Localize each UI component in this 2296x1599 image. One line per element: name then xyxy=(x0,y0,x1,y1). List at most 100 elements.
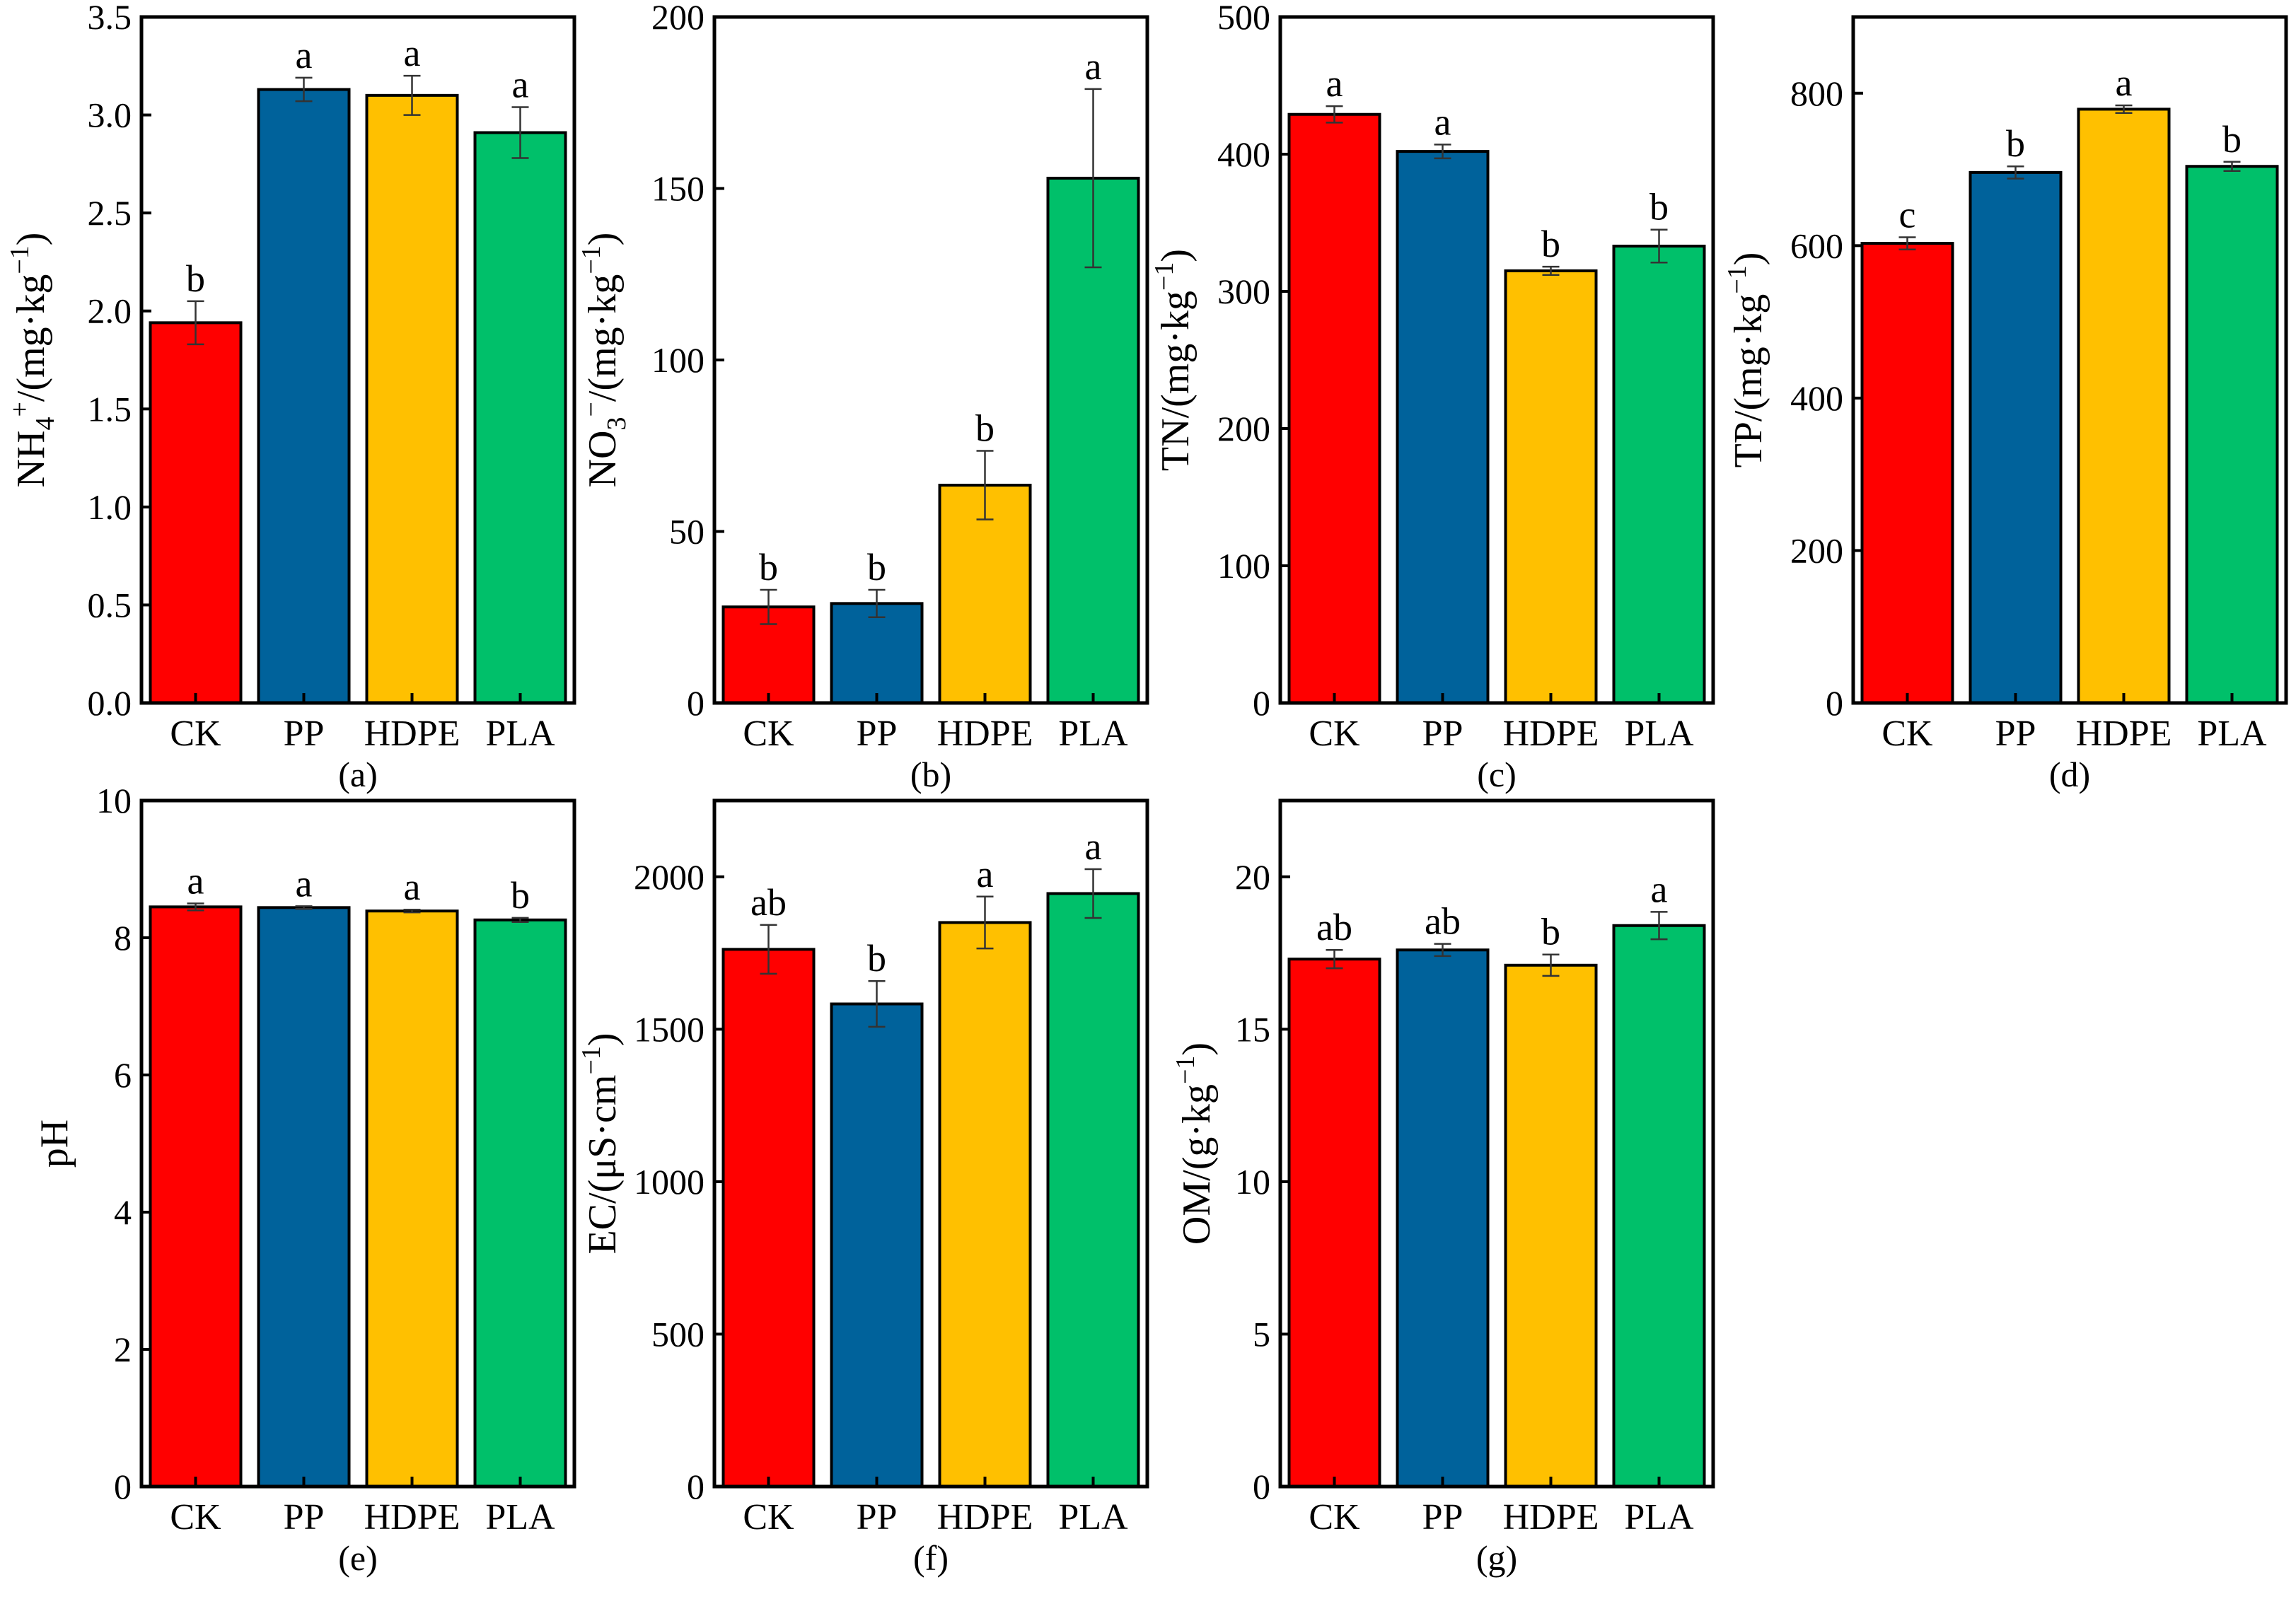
bar-pp xyxy=(830,1002,924,1489)
panel-label: (a) xyxy=(338,755,378,794)
x-tick-label: PP xyxy=(1995,714,2036,754)
significance-letter: b xyxy=(1541,911,1560,953)
bar-pp xyxy=(1969,170,2063,705)
significance-letter: a xyxy=(977,853,994,895)
y-tick-label: 15 xyxy=(1235,1009,1270,1049)
error-bar-pp xyxy=(295,76,313,103)
significance-letter: a xyxy=(1085,825,1102,868)
significance-letter: c xyxy=(1899,193,1916,236)
panel-label: (f) xyxy=(913,1538,949,1578)
significance-letter: b xyxy=(2006,122,2025,165)
panel-label: (c) xyxy=(1477,755,1517,794)
bar-hdpe xyxy=(938,921,1032,1488)
y-axis-label: OM/(g·kg−1) xyxy=(1171,1042,1219,1245)
error-bar-ck xyxy=(187,300,204,346)
y-tick-label: 800 xyxy=(1790,74,1843,113)
x-tick-label: PP xyxy=(1422,714,1463,754)
error-bar-pla xyxy=(1650,911,1668,941)
y-axis-label: TP/(mg·kg−1) xyxy=(1722,252,1770,468)
bar-hdpe xyxy=(365,909,459,1489)
y-tick-label: 3.5 xyxy=(88,0,132,37)
error-bar-hdpe xyxy=(2115,104,2133,115)
bar-hdpe xyxy=(1504,269,1598,704)
significance-letter: b xyxy=(759,546,778,588)
y-tick-label: 100 xyxy=(1217,546,1270,586)
significance-letter: a xyxy=(404,866,421,908)
significance-letter: b xyxy=(511,874,530,917)
error-bar-pla xyxy=(511,917,529,923)
bar-pla xyxy=(473,918,567,1488)
y-axis-label: EC/(μS·cm−1) xyxy=(576,1033,625,1254)
plot-frame xyxy=(139,15,576,705)
bar-pla xyxy=(2185,165,2279,704)
panel-label: (g) xyxy=(1476,1538,1517,1578)
error-bar-pla xyxy=(1084,868,1102,919)
bar-pla xyxy=(1046,892,1140,1488)
x-tick-label: PLA xyxy=(1624,714,1694,754)
significance-letter: b xyxy=(867,546,886,588)
error-bar-ck xyxy=(187,902,204,912)
bar-hdpe xyxy=(365,93,459,705)
x-tick-label: PLA xyxy=(1058,1497,1128,1537)
bar-ck xyxy=(149,905,243,1488)
y-axis-label: TN/(mg·kg−1) xyxy=(1149,249,1198,471)
significance-letter: a xyxy=(1434,100,1451,143)
bar-pp xyxy=(257,906,351,1488)
y-tick-label: 4 xyxy=(114,1192,132,1232)
x-tick-label: HDPE xyxy=(937,1497,1033,1537)
bar-ck xyxy=(149,321,243,705)
error-bar-ck xyxy=(1326,105,1343,124)
y-tick-label: 1000 xyxy=(634,1162,705,1202)
y-tick-label: 0 xyxy=(1253,1467,1270,1506)
x-tick-label: CK xyxy=(743,714,794,754)
x-tick-label: CK xyxy=(1309,714,1360,754)
y-tick-label: 300 xyxy=(1217,272,1270,311)
significance-letter: a xyxy=(187,860,204,902)
x-tick-label: CK xyxy=(743,1497,794,1537)
error-bar-ck xyxy=(1898,236,1916,250)
panel-g: ab CK ab PP b HDPE a PLA 0 5 10 15 20 (g) OM/(g·kg−1) xyxy=(1171,798,1715,1578)
error-bar-hdpe xyxy=(403,74,421,116)
y-tick-label: 1.5 xyxy=(88,389,132,429)
panel-e: a CK a PP a HDPE b PLA 0 2 4 6 8 10 (e) pH xyxy=(33,781,576,1578)
y-axis-label: pH xyxy=(33,1120,76,1168)
error-bar-hdpe xyxy=(403,908,421,914)
error-bar-hdpe xyxy=(1542,953,1560,977)
bar-pp xyxy=(830,602,924,704)
y-tick-label: 0 xyxy=(1253,683,1270,723)
panel-label: (e) xyxy=(338,1538,378,1578)
y-axis-label: NH4+/(mg·kg−1) xyxy=(5,233,60,488)
error-bar-pp xyxy=(2007,165,2024,180)
x-tick-label: HDPE xyxy=(1503,714,1599,754)
y-tick-label: 0 xyxy=(1826,683,1843,723)
y-tick-label: 3.0 xyxy=(88,95,132,135)
plot-frame xyxy=(139,798,576,1489)
x-tick-label: PLA xyxy=(485,714,555,754)
x-tick-label: PP xyxy=(1422,1497,1463,1537)
bar-pp xyxy=(257,88,351,705)
panel-label: (d) xyxy=(2049,755,2090,794)
panel-c: a CK a PP b HDPE b PLA 0 100 200 300 400 500 (c) TN/(mg… xyxy=(1149,0,1715,794)
significance-letter: a xyxy=(2116,62,2133,104)
x-tick-label: PLA xyxy=(485,1497,555,1537)
bar-ck xyxy=(1287,958,1381,1488)
y-axis-label: NO3−/(mg·kg−1) xyxy=(576,233,632,488)
bar-pla xyxy=(473,131,567,704)
panel-a: b CK a PP a HDPE a PLA 0.0 0.5 1.0 1.5 2.0 2.5 3.0 3.5 (… xyxy=(5,0,576,794)
x-tick-label: HDPE xyxy=(364,1497,460,1537)
significance-letter: a xyxy=(1651,868,1668,910)
y-tick-label: 2 xyxy=(114,1330,132,1369)
significance-letter: b xyxy=(2222,118,2242,161)
significance-letter: a xyxy=(1085,45,1102,88)
panel-d: c CK b PP a HDPE b PLA 0 200 400 600 800 (d) TP/(mg·kg… xyxy=(1722,15,2288,794)
y-tick-label: 600 xyxy=(1790,226,1843,265)
x-tick-label: PP xyxy=(857,714,898,754)
x-tick-label: CK xyxy=(1882,714,1933,754)
x-tick-label: PP xyxy=(284,1497,325,1537)
y-tick-label: 6 xyxy=(114,1055,132,1095)
bar-pp xyxy=(1396,150,1490,704)
x-tick-label: PLA xyxy=(2197,714,2267,754)
bar-pla xyxy=(1612,244,1706,705)
y-tick-label: 8 xyxy=(114,918,132,958)
error-bar-pla xyxy=(511,106,529,159)
